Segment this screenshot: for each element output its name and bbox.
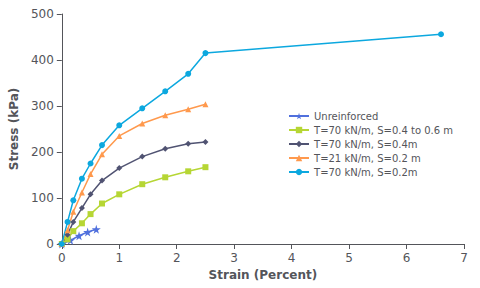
svg-text:3: 3 — [230, 251, 238, 265]
svg-text:1: 1 — [115, 251, 123, 265]
svg-text:T=70 kN/m, S=0.2m: T=70 kN/m, S=0.2m — [313, 167, 418, 178]
svg-text:0: 0 — [58, 251, 66, 265]
svg-text:6: 6 — [403, 251, 411, 265]
svg-text:100: 100 — [31, 191, 54, 205]
svg-text:5: 5 — [345, 251, 353, 265]
svg-text:2: 2 — [173, 251, 181, 265]
svg-text:7: 7 — [460, 251, 468, 265]
svg-text:Stress (kPa): Stress (kPa) — [7, 88, 21, 170]
svg-text:500: 500 — [31, 7, 54, 21]
svg-text:T=21 kN/m, S=0.2 m: T=21 kN/m, S=0.2 m — [313, 153, 421, 164]
svg-text:T=70 kN/m, S=0.4m: T=70 kN/m, S=0.4m — [313, 139, 418, 150]
svg-text:300: 300 — [31, 99, 54, 113]
svg-text:Strain (Percent): Strain (Percent) — [209, 268, 318, 282]
svg-text:T=70 kN/m, S=0.4 to 0.6 m: T=70 kN/m, S=0.4 to 0.6 m — [313, 125, 453, 136]
svg-text:4: 4 — [288, 251, 296, 265]
svg-text:0: 0 — [46, 237, 54, 251]
svg-text:Unreinforced: Unreinforced — [314, 111, 378, 122]
svg-text:400: 400 — [31, 53, 54, 67]
svg-text:200: 200 — [31, 145, 54, 159]
